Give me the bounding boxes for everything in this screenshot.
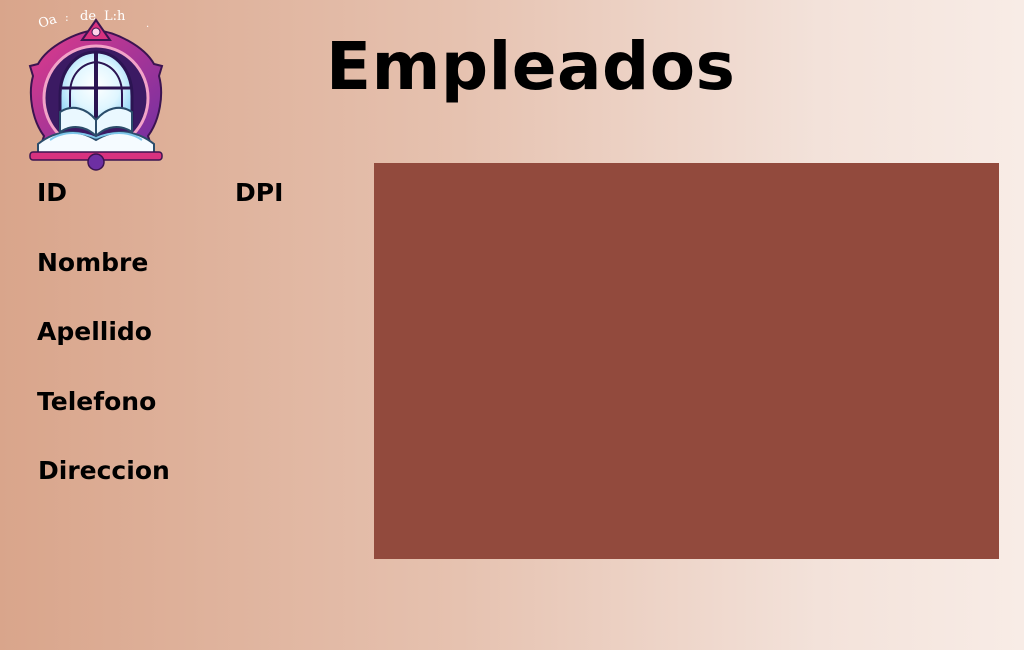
library-logo-icon: Oa : de L:h . xyxy=(20,8,172,172)
id-label: ID xyxy=(37,178,68,207)
apellido-label: Apellido xyxy=(37,317,152,346)
svg-text::: : xyxy=(65,11,69,24)
svg-text:Oa: Oa xyxy=(37,12,59,32)
direccion-label: Direccion xyxy=(38,456,170,485)
svg-text:L:h: L:h xyxy=(104,9,126,24)
page-title: Empleados xyxy=(326,28,736,105)
svg-text:.: . xyxy=(146,19,149,30)
svg-text:de: de xyxy=(80,9,96,24)
employee-data-panel xyxy=(374,163,999,559)
dpi-label: DPI xyxy=(235,178,284,207)
nombre-label: Nombre xyxy=(37,248,149,277)
telefono-label: Telefono xyxy=(37,387,157,416)
